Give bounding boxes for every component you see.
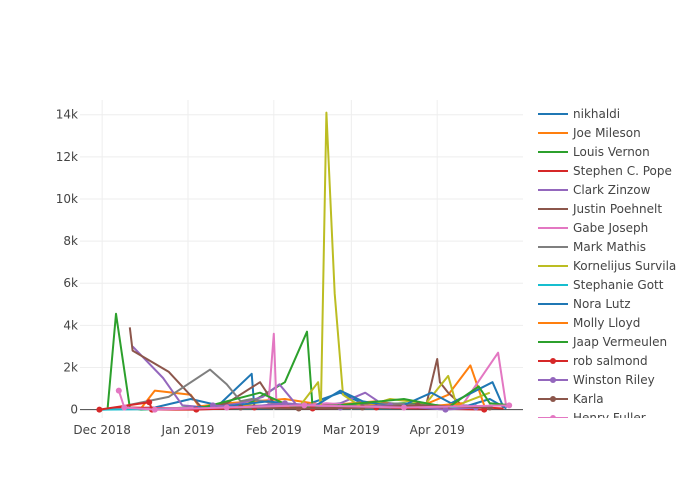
series-point [96,406,103,413]
x-tick-label: Feb 2019 [246,423,302,437]
grid-lines [80,100,523,418]
x-tick-label: Mar 2019 [323,423,380,437]
legend-marker [550,377,556,383]
legend-item-label[interactable]: Molly Lloyd [573,316,640,330]
series-point [121,404,128,411]
legend-item-label[interactable]: Gabe Joseph [573,221,648,235]
legend-item-label[interactable]: Stephen C. Pope [573,164,672,178]
legend: nikhaldi Joe Mileson Louis Vernon Stephen C… [538,107,676,425]
legend-item-label[interactable]: Louis Vernon [573,145,650,159]
series-point [295,405,302,412]
legend-marker [550,396,556,402]
legend-item-label[interactable]: rob salmond [573,354,648,368]
series-line-4 [131,345,468,409]
series-line-12 [198,385,512,410]
legend-item-label[interactable]: Karla [573,392,604,406]
axes: 0 2k 4k 6k 8k 10k 12k 14k Dec 2018 Jan 2019 Feb 20… [56,108,465,437]
y-tick-label: 12k [56,150,78,164]
series-point [301,402,308,409]
plot-area [96,111,513,413]
y-tick-label: 8k [63,234,78,248]
series-point [223,404,230,411]
legend-item-label[interactable]: Stephanie Gott [573,278,664,292]
x-tick-label: Jan 2019 [161,423,215,437]
legend-item-label[interactable]: Nora Lutz [573,297,631,311]
legend-item-label[interactable]: Henry Fuller [573,411,646,425]
legend-item-label[interactable]: Justin Poehnelt [572,202,662,216]
legend-item-label[interactable]: Joe Mileson [572,126,641,140]
legend-item-label[interactable]: nikhaldi [573,107,620,121]
series-line-2 [106,312,476,411]
series-point [442,406,449,413]
y-tick-label: 2k [63,360,78,374]
legend-item-label[interactable]: Mark Mathis [573,240,646,254]
series-point [400,404,407,411]
series-point [151,406,158,413]
legend-item-label[interactable]: Clark Zinzow [573,183,651,197]
x-tick-label: Dec 2018 [73,423,131,437]
series-point [506,402,513,409]
series-point [281,400,288,407]
legend-marker [550,358,556,364]
y-tick-label: 6k [63,276,78,290]
y-tick-label: 4k [63,318,78,332]
series-point [115,387,122,394]
series-line-8 [212,111,491,409]
y-tick-label: 10k [56,192,78,206]
y-tick-label: 0 [70,403,78,417]
legend-item-label[interactable]: Jaap Vermeulen [572,335,667,349]
x-tick-label: Apr 2019 [410,423,465,437]
legend-item-label[interactable]: Winston Riley [573,373,655,387]
y-tick-label: 14k [56,108,78,122]
legend-item-label[interactable]: Kornelijus Survila [573,259,676,273]
legend-marker [550,415,556,418]
series-point [146,399,153,406]
